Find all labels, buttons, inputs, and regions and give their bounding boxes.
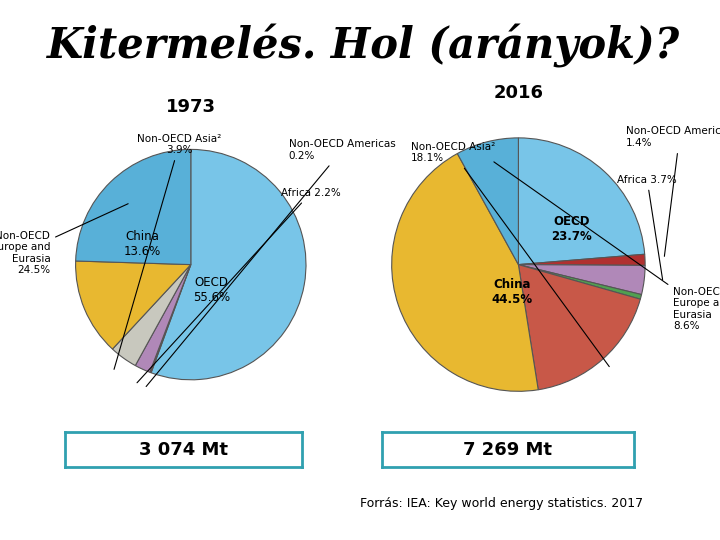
Wedge shape xyxy=(518,254,645,265)
Wedge shape xyxy=(76,150,191,265)
Wedge shape xyxy=(151,150,306,380)
Wedge shape xyxy=(518,138,644,265)
Wedge shape xyxy=(518,265,645,294)
Text: Non-OECD Asia²
3.9%: Non-OECD Asia² 3.9% xyxy=(114,133,222,369)
Title: 1973: 1973 xyxy=(166,98,216,116)
Text: Non-OECD
Europe and
Eurasia
8.6%: Non-OECD Europe and Eurasia 8.6% xyxy=(494,162,720,332)
Title: 2016: 2016 xyxy=(493,84,544,102)
Wedge shape xyxy=(112,265,191,366)
Text: China
13.6%: China 13.6% xyxy=(124,230,161,258)
Text: OECD
55.6%: OECD 55.6% xyxy=(193,276,230,304)
Text: 7 269 Mt: 7 269 Mt xyxy=(463,441,552,458)
Text: Non-OECD
Europe and
Eurasia
24.5%: Non-OECD Europe and Eurasia 24.5% xyxy=(0,204,128,275)
Wedge shape xyxy=(518,265,640,390)
Wedge shape xyxy=(150,265,191,373)
Text: Africa 3.7%: Africa 3.7% xyxy=(617,175,677,280)
Text: Non-OECD Asia²
18.1%: Non-OECD Asia² 18.1% xyxy=(410,141,609,367)
Text: 3 074 Mt: 3 074 Mt xyxy=(139,441,228,458)
Text: Non-OECD Americas
1.4%: Non-OECD Americas 1.4% xyxy=(626,126,720,256)
Text: Kitermelés. Hol (arányok)?: Kitermelés. Hol (arányok)? xyxy=(47,24,680,68)
Text: Non-OECD Americas
0.2%: Non-OECD Americas 0.2% xyxy=(146,139,395,387)
Text: China
44.5%: China 44.5% xyxy=(492,279,533,307)
Wedge shape xyxy=(392,153,539,392)
Text: Africa 2.2%: Africa 2.2% xyxy=(137,188,341,383)
Wedge shape xyxy=(135,265,191,372)
Wedge shape xyxy=(457,138,518,265)
Text: Forrás: IEA: Key world energy statistics. 2017: Forrás: IEA: Key world energy statistics… xyxy=(360,497,643,510)
Wedge shape xyxy=(518,265,642,299)
Wedge shape xyxy=(76,261,191,349)
Text: OECD
23.7%: OECD 23.7% xyxy=(552,215,592,243)
